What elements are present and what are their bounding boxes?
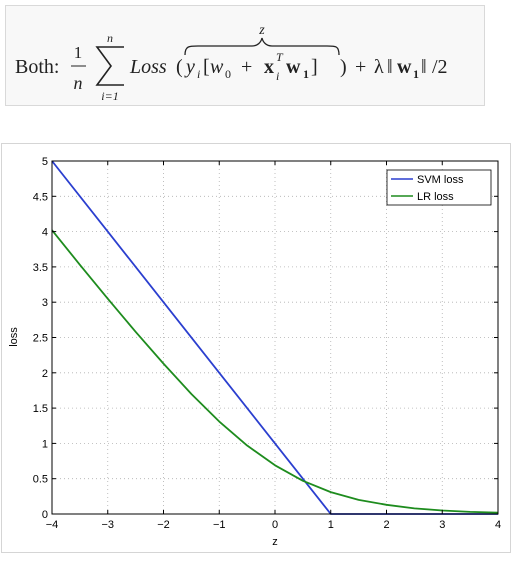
loss-chart: −4 −3 −2 −1 0 1 2 3 4 0 0.5 1 1.5 2 2.5 3 3.5 4 4.5 5 z los… <box>8 156 501 548</box>
y-tick-label: 4 <box>42 227 48 239</box>
var-x-superscript: T <box>276 50 284 64</box>
tick-labels: −4 −3 −2 −1 0 1 2 3 4 0 0.5 1 1.5 2 2.5 3 3.5 4 4.5 5 <box>33 156 501 531</box>
open-bracket: [ <box>203 56 210 78</box>
y-axis-label: loss <box>8 327 20 347</box>
x-tick-label: 4 <box>495 519 501 531</box>
y-tick-label: 5 <box>42 156 48 168</box>
y-tick-label: 2.5 <box>33 333 48 345</box>
overbrace-label: z <box>258 23 265 38</box>
close-bracket: ] <box>311 56 318 78</box>
x-axis-label: z <box>272 536 278 548</box>
norm-var-w: w <box>397 56 412 78</box>
y-tick-label: 1.5 <box>33 403 48 415</box>
norm-open: ‖ <box>387 56 393 78</box>
fraction-numerator: 1 <box>74 43 83 62</box>
var-x-subscript: i <box>276 69 279 83</box>
chart-panel: −4 −3 −2 −1 0 1 2 3 4 0 0.5 1 1.5 2 2.5 3 3.5 4 4.5 5 z los… <box>1 143 511 553</box>
y-tick-label: 3.5 <box>33 262 48 274</box>
formula-panel: Both: 1 n n i=1 Loss ( z y i [ w 0 + x T… <box>5 5 485 106</box>
legend-box <box>386 169 492 206</box>
close-paren: ) <box>340 56 347 78</box>
var-w1-subscript: 1 <box>303 67 309 81</box>
legend-label-lr: LR loss <box>417 191 454 203</box>
axis-ticks <box>51 160 499 515</box>
var-w0: w <box>210 56 224 78</box>
y-tick-label: 1 <box>42 438 48 450</box>
y-tick-label: 2 <box>42 368 48 380</box>
summation-sign <box>95 46 124 86</box>
x-tick-label: 1 <box>328 519 334 531</box>
formula-equation: Both: 1 n n i=1 Loss ( z y i [ w 0 + x T… <box>15 23 448 103</box>
sum-upper-limit: n <box>107 31 113 45</box>
loss-function-name: Loss <box>129 56 167 78</box>
open-paren: ( <box>176 56 183 78</box>
norm-close: ‖ <box>421 56 427 78</box>
var-y-subscript: i <box>197 67 200 81</box>
plus-sign: + <box>241 56 252 78</box>
fraction-denominator: n <box>74 73 83 93</box>
lr-loss-line <box>51 229 499 514</box>
y-tick-label: 4.5 <box>33 191 48 203</box>
legend: SVM loss LR loss <box>386 169 492 206</box>
var-w0-subscript: 0 <box>225 67 231 81</box>
plus-sign-regularizer: + <box>355 56 366 78</box>
norm-var-w-subscript: 1 <box>413 67 419 81</box>
legend-label-svm: SVM loss <box>417 174 464 186</box>
var-x: x <box>264 56 274 78</box>
grid-lines <box>52 161 498 514</box>
x-tick-label: 0 <box>272 519 278 531</box>
x-tick-label: 3 <box>439 519 445 531</box>
x-tick-label: −1 <box>213 519 226 531</box>
x-tick-label: −3 <box>101 519 114 531</box>
x-tick-label: −4 <box>46 519 59 531</box>
var-w1: w <box>286 56 301 78</box>
overbrace <box>184 37 340 56</box>
y-tick-label: 0 <box>42 509 48 521</box>
y-tick-label: 3 <box>42 297 48 309</box>
divide-by-two: /2 <box>432 56 448 78</box>
var-y: y <box>184 56 195 78</box>
formula-prefix: Both: <box>15 56 59 78</box>
x-tick-label: −2 <box>157 519 170 531</box>
lambda-symbol: λ <box>374 56 384 78</box>
y-tick-label: 0.5 <box>33 474 48 486</box>
sum-lower-limit: i=1 <box>101 89 118 103</box>
x-tick-label: 2 <box>383 519 389 531</box>
